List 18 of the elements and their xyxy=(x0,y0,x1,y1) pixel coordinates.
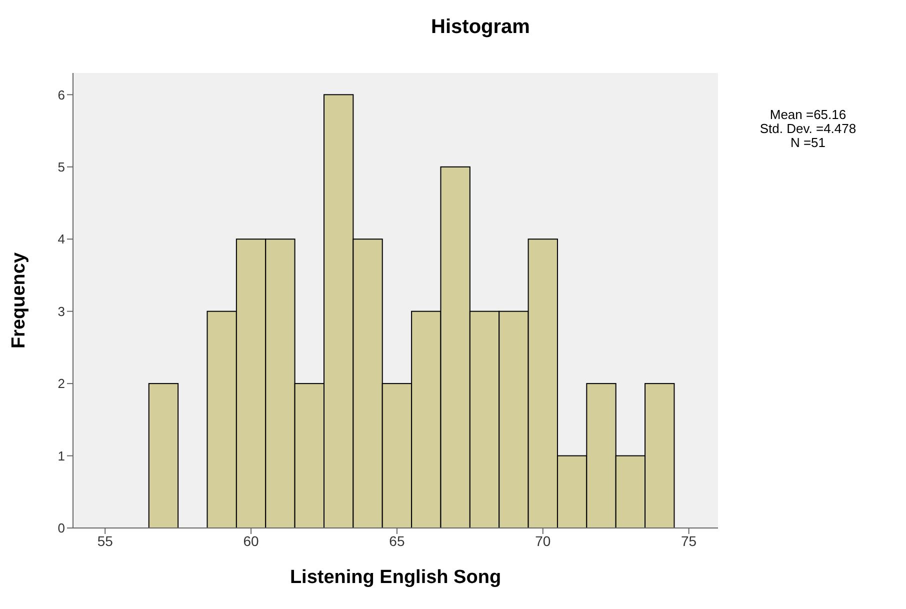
x-tick-label: 65 xyxy=(389,532,405,549)
x-tick-label: 60 xyxy=(243,532,260,549)
text: Std. Dev. =4.478 xyxy=(758,121,858,136)
x-axis-title: Listening English Song xyxy=(290,567,502,588)
text: N =51 xyxy=(789,135,827,150)
y-tick-label: 3 xyxy=(58,304,65,319)
y-tick-label: 2 xyxy=(58,376,65,392)
chart-title: Histogram xyxy=(430,16,531,39)
y-tick-label: 4 xyxy=(58,232,65,247)
text: Mean =65.16 xyxy=(768,107,848,122)
x-tick-label: 75 xyxy=(681,532,697,549)
y-tick-label: 1 xyxy=(58,448,65,464)
y-axis-title: Frequency xyxy=(8,252,30,349)
y-tick-label: 0 xyxy=(58,520,65,536)
x-tick-label: 70 xyxy=(535,532,551,549)
y-tick-label: 6 xyxy=(58,87,65,102)
y-tick-label: 5 xyxy=(58,160,65,175)
x-tick-label: 55 xyxy=(97,532,114,549)
